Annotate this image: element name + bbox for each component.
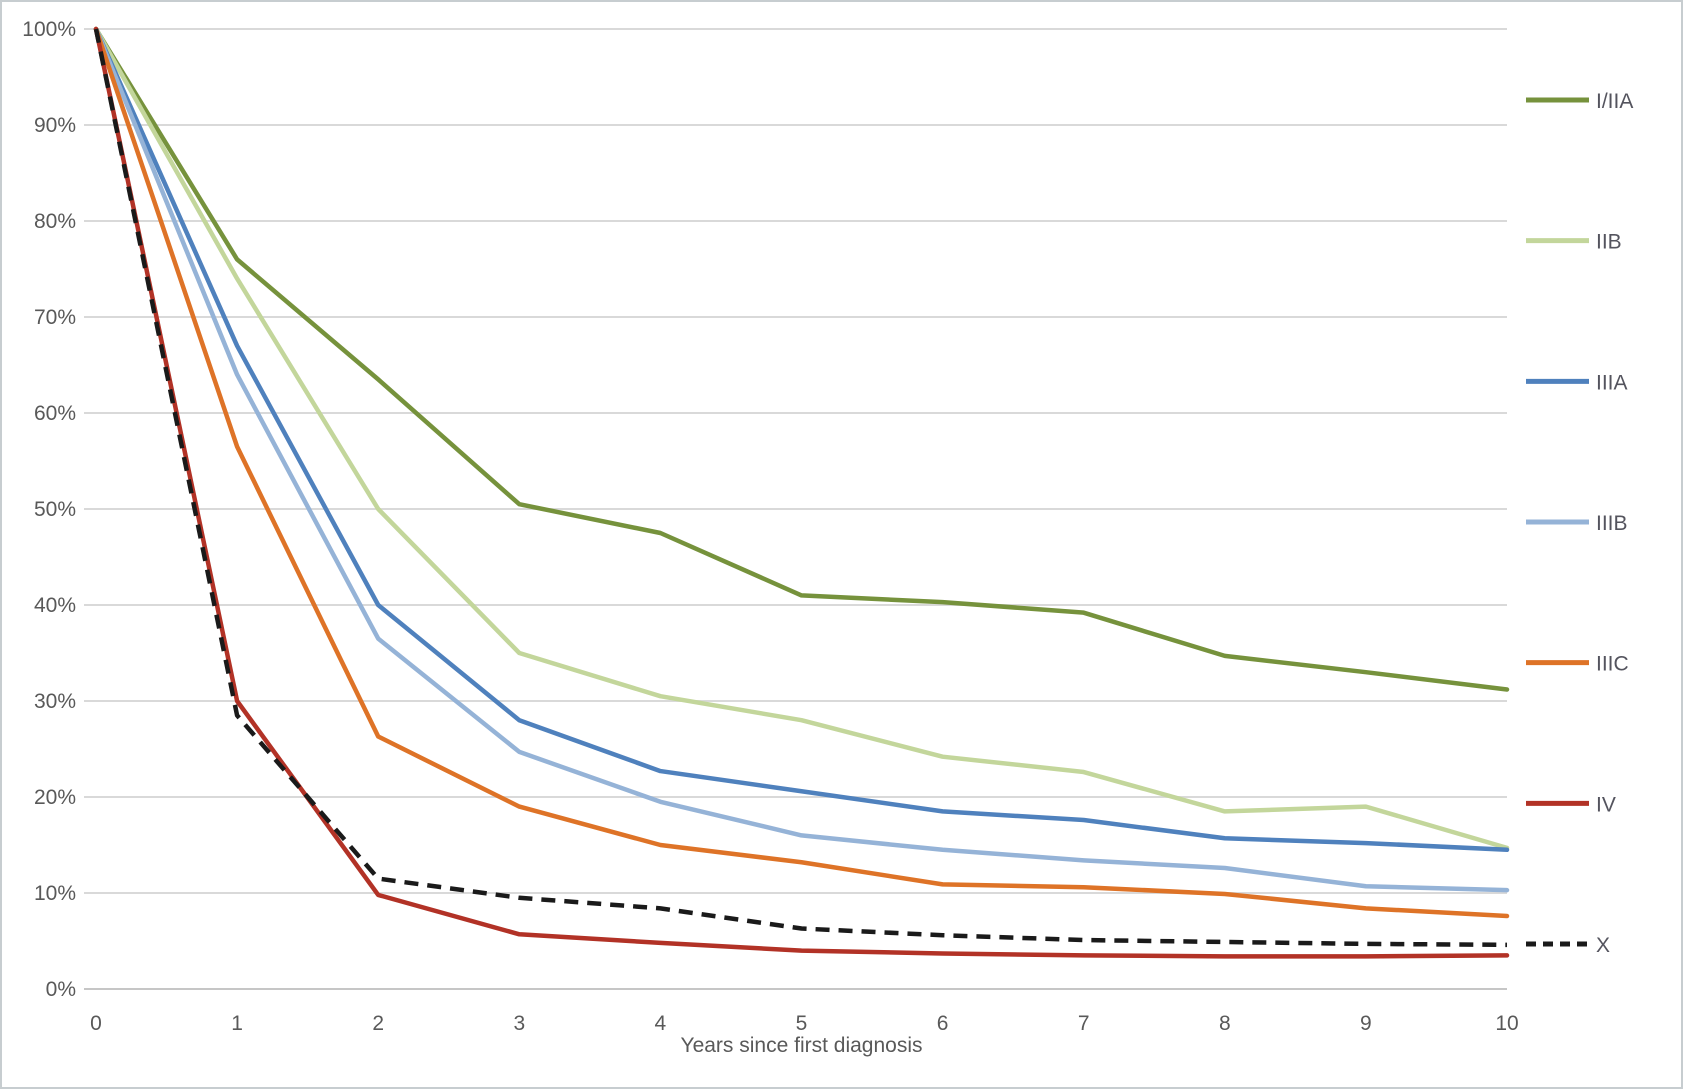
y-tick-label: 50% <box>34 498 76 521</box>
x-tick-label: 10 <box>1495 1012 1518 1035</box>
legend-item-iiia: IIIA <box>1526 371 1628 394</box>
y-tick-label: 100% <box>22 18 76 41</box>
x-tick-label: 8 <box>1219 1012 1231 1035</box>
x-tick-label: 4 <box>655 1012 667 1035</box>
x-tick-label: 2 <box>372 1012 384 1035</box>
x-tick-label: 5 <box>796 1012 808 1035</box>
y-tick-label: 20% <box>34 786 76 809</box>
y-tick-label: 60% <box>34 402 76 425</box>
x-tick-label: 1 <box>231 1012 243 1035</box>
series-line-iiia <box>93 26 1510 853</box>
legend-label-iib: IIB <box>1596 231 1622 254</box>
series-line-iv <box>93 26 1510 959</box>
y-tick-label: 40% <box>34 594 76 617</box>
legend-label-iv: IV <box>1596 793 1616 816</box>
x-tick-label: 0 <box>90 1012 102 1035</box>
x-tick-label: 6 <box>937 1012 949 1035</box>
y-tick-label: 0% <box>46 978 76 1001</box>
series-line-i-iia <box>93 26 1510 692</box>
y-tick-label: 80% <box>34 210 76 233</box>
legend-label-iiia: IIIA <box>1596 371 1628 394</box>
x-tick-label: 7 <box>1078 1012 1090 1035</box>
legend-item-iv: IV <box>1526 793 1616 816</box>
y-tick-label: 10% <box>34 882 76 905</box>
legend-item-i-iia: I/IIA <box>1526 90 1633 113</box>
legend-label-iiib: IIIB <box>1596 512 1628 535</box>
y-tick-label: 30% <box>34 690 76 713</box>
y-tick-label: 90% <box>34 114 76 137</box>
series-line-iiic <box>93 26 1510 919</box>
legend-label-iiic: IIIC <box>1596 653 1629 676</box>
y-tick-label: 70% <box>34 306 76 329</box>
series-line-iib <box>93 26 1510 851</box>
x-axis-title: Years since first diagnosis <box>680 1034 923 1057</box>
legend-label-i-iia: I/IIA <box>1596 90 1633 113</box>
legend-label-x: X <box>1596 934 1610 957</box>
legend-item-iiib: IIIB <box>1526 512 1628 535</box>
series-line-iiib <box>93 26 1510 893</box>
x-tick-label: 9 <box>1360 1012 1372 1035</box>
legend-item-iib: IIB <box>1526 231 1622 254</box>
x-tick-label: 3 <box>513 1012 525 1035</box>
legend-item-iiic: IIIC <box>1526 653 1629 676</box>
series-line-x <box>93 28 1508 948</box>
legend-item-x: X <box>1526 934 1610 957</box>
